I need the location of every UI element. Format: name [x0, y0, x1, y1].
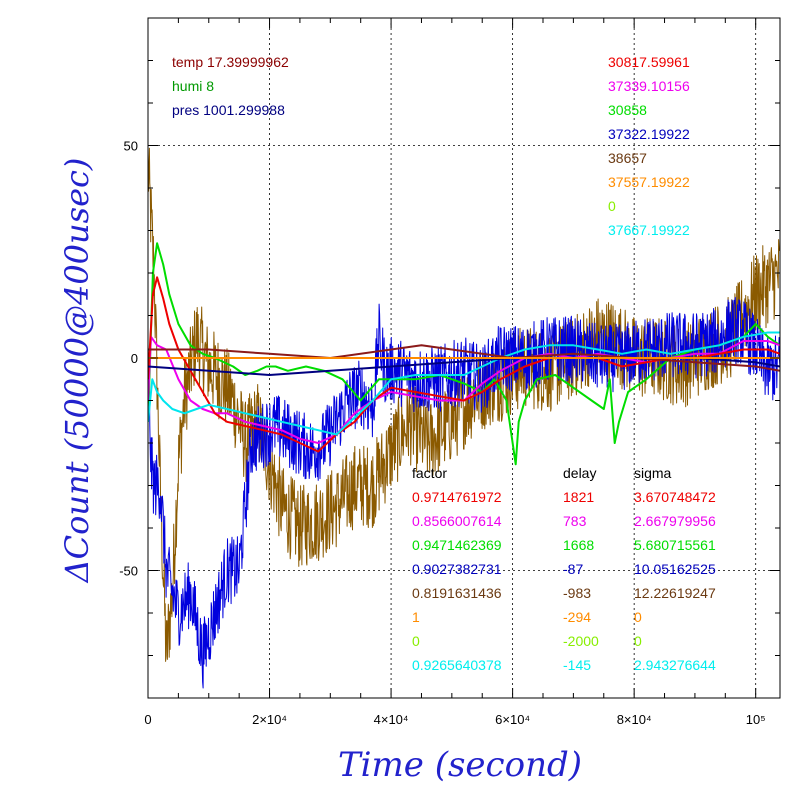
base-value: 30858: [608, 102, 647, 118]
sigma-value: 2.943276644: [634, 657, 716, 673]
tick-labels: 0 2×10⁴ 4×10⁴ 6×10⁴ 8×10⁴ 10⁵ -50 0 50: [119, 139, 765, 728]
x-tick-label: 6×10⁴: [495, 712, 530, 727]
base-value: 37667.19922: [608, 222, 690, 238]
annotations: temp 17.39999962 humi 8 pres 1001.299988 30…: [172, 54, 716, 673]
delay-value: -2000: [563, 633, 599, 649]
env-label: pres 1001.299988: [172, 102, 285, 118]
delay-value: 1821: [563, 489, 594, 505]
sigma-value: 0: [634, 609, 642, 625]
base-value: 37557.19922: [608, 174, 690, 190]
delay-value: -145: [563, 657, 591, 673]
env-label: humi 8: [172, 78, 214, 94]
table-header: factor: [412, 465, 447, 481]
sigma-value: 2.667979956: [634, 513, 716, 529]
table-header: sigma: [634, 465, 672, 481]
factor-value: 0.8191631436: [412, 585, 502, 601]
y-tick-label: 0: [131, 351, 138, 366]
series-line-6: [148, 344, 780, 372]
factor-value: 0.9027382731: [412, 561, 502, 577]
x-tick-label: 4×10⁴: [374, 712, 409, 727]
x-tick-label: 10⁵: [746, 712, 766, 727]
series-line-4: [148, 276, 780, 453]
factor-value: 0.9714761972: [412, 489, 502, 505]
series-line-2: [148, 242, 780, 466]
base-value: 0: [608, 198, 616, 214]
sigma-value: 3.670748472: [634, 489, 716, 505]
delay-value: -983: [563, 585, 591, 601]
x-tick-label: 0: [144, 712, 151, 727]
x-axis-title: Time (second): [338, 745, 582, 785]
base-value: 37322.19922: [608, 126, 690, 142]
sigma-value: 10.05162525: [634, 561, 716, 577]
delay-value: -87: [563, 561, 583, 577]
y-axis-title: ΔCount (50000@400usec): [58, 158, 96, 585]
x-tick-label: 2×10⁴: [252, 712, 287, 727]
sigma-value: 5.680715561: [634, 537, 716, 553]
delay-value: 783: [563, 513, 587, 529]
y-tick-label: -50: [119, 564, 138, 579]
base-value: 37339.10156: [608, 78, 690, 94]
factor-value: 0.8566007614: [412, 513, 502, 529]
sigma-value: 0: [634, 633, 642, 649]
sigma-value: 12.22619247: [634, 585, 716, 601]
factor-value: 0.9471462369: [412, 537, 502, 553]
x-tick-label: 8×10⁴: [617, 712, 652, 727]
factor-value: 0: [412, 633, 420, 649]
delay-value: 1668: [563, 537, 594, 553]
series-layer: [148, 147, 780, 689]
ticks: [147, 17, 780, 699]
factor-value: 0.9265640378: [412, 657, 502, 673]
base-value: 38657: [608, 150, 647, 166]
y-tick-label: 50: [124, 139, 138, 154]
series-line-1: [148, 297, 780, 689]
table-header: delay: [563, 465, 596, 481]
delay-value: -294: [563, 609, 591, 625]
base-value: 30817.59961: [608, 54, 690, 70]
factor-value: 1: [412, 609, 420, 625]
env-label: temp 17.39999962: [172, 54, 289, 70]
series-line-5: [148, 331, 780, 436]
